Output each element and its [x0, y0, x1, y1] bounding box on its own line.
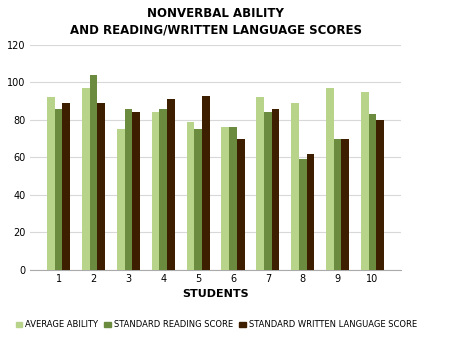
Bar — [264, 113, 272, 270]
X-axis label: STUDENTS: STUDENTS — [182, 288, 249, 299]
Bar — [306, 154, 314, 270]
Title: NONVERBAL ABILITY
AND READING/WRITTEN LANGUAGE SCORES: NONVERBAL ABILITY AND READING/WRITTEN LA… — [70, 7, 361, 37]
Bar — [334, 139, 342, 270]
Bar — [159, 109, 167, 270]
Bar — [237, 139, 244, 270]
Bar — [187, 122, 194, 270]
Bar — [47, 97, 55, 270]
Bar — [63, 103, 70, 270]
Bar — [132, 113, 140, 270]
Bar — [376, 120, 384, 270]
Bar — [299, 159, 306, 270]
Bar — [291, 103, 299, 270]
Bar — [194, 129, 202, 270]
Bar — [229, 127, 237, 270]
Bar — [125, 109, 132, 270]
Bar — [97, 103, 105, 270]
Bar — [90, 75, 97, 270]
Bar — [369, 114, 376, 270]
Bar — [202, 96, 210, 270]
Bar — [221, 127, 229, 270]
Bar — [55, 109, 63, 270]
Bar — [342, 139, 349, 270]
Bar — [272, 109, 279, 270]
Bar — [256, 97, 264, 270]
Bar — [167, 99, 175, 270]
Bar — [326, 88, 334, 270]
Legend: AVERAGE ABILITY, STANDARD READING SCORE, STANDARD WRITTEN LANGUAGE SCORE: AVERAGE ABILITY, STANDARD READING SCORE,… — [12, 317, 420, 333]
Bar — [82, 88, 90, 270]
Bar — [152, 113, 159, 270]
Bar — [117, 129, 125, 270]
Bar — [361, 92, 369, 270]
